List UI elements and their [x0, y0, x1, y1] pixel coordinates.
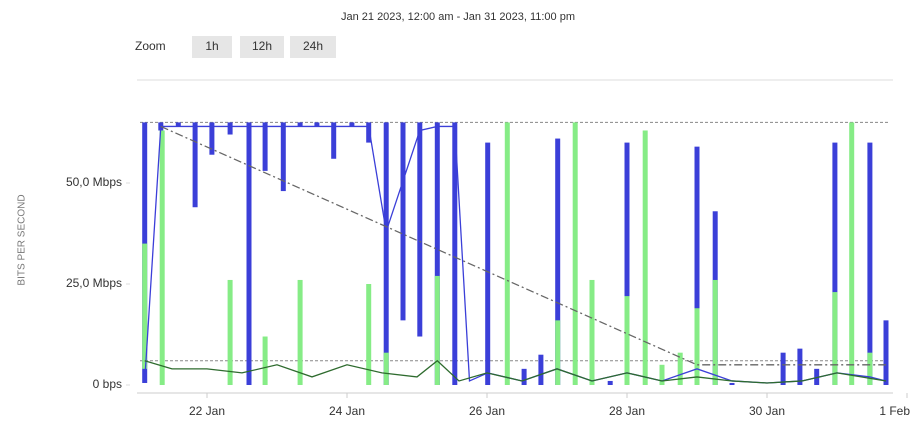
x-tick-label: 30 Jan	[749, 404, 785, 418]
range-bar	[434, 275, 440, 385]
range-bar	[694, 308, 700, 385]
range-bar	[694, 146, 700, 385]
range-bar	[712, 279, 718, 385]
range-bar	[349, 122, 355, 127]
zoom-button-label[interactable]: 24h	[303, 39, 323, 53]
x-tick-label: 1 Feb	[879, 404, 910, 418]
subtitle: Jan 21 2023, 12:00 am - Jan 31 2023, 11:…	[341, 11, 575, 23]
zoom-label: Zoom	[135, 39, 166, 53]
range-bar	[729, 382, 735, 385]
range-bar	[607, 380, 613, 385]
range-bar	[659, 364, 665, 385]
range-bar	[452, 122, 458, 386]
range-bar	[624, 142, 630, 385]
range-bar	[434, 122, 440, 386]
range-bar	[521, 368, 527, 385]
x-tick-label: 26 Jan	[469, 404, 505, 418]
range-bar	[555, 138, 561, 385]
range-bar	[297, 279, 303, 385]
range-bar	[227, 279, 233, 385]
range-bar	[624, 296, 630, 385]
line-series	[144, 125, 887, 384]
range-bar	[227, 122, 233, 135]
range-bar	[314, 122, 320, 127]
range-bar	[642, 130, 648, 385]
range-bar	[883, 320, 889, 385]
y-tick-label: 25,0 Mbps	[66, 276, 122, 290]
range-bar	[589, 279, 595, 385]
range-bar	[832, 142, 838, 385]
range-bar	[246, 122, 252, 386]
x-tick-label: 28 Jan	[609, 404, 645, 418]
range-bar	[555, 320, 561, 385]
range-bar	[797, 348, 803, 385]
range-bar	[209, 122, 215, 155]
range-bar	[572, 122, 578, 386]
range-bar	[677, 352, 683, 385]
line-series	[144, 359, 887, 384]
range-bar	[262, 336, 268, 385]
range-bar	[867, 142, 873, 385]
zoom-button-label[interactable]: 12h	[252, 39, 272, 53]
y-tick-label: 0 bps	[93, 377, 122, 391]
y-axis-label: BITS PER SECOND	[17, 194, 28, 285]
range-bar	[297, 122, 303, 127]
zoom-button-label[interactable]: 1h	[205, 39, 218, 53]
range-bar	[867, 352, 873, 385]
range-bar	[280, 122, 286, 192]
line-series	[160, 125, 886, 366]
range-bar	[383, 352, 389, 385]
range-bar	[383, 122, 389, 386]
range-bar	[504, 122, 510, 386]
zoom-button[interactable]	[240, 36, 284, 58]
range-bar	[417, 122, 423, 337]
zoom-button[interactable]	[290, 36, 336, 58]
range-bar	[849, 122, 855, 386]
range-bar	[366, 284, 372, 385]
x-tick-label: 22 Jan	[189, 404, 225, 418]
zoom-button[interactable]	[192, 36, 232, 58]
range-bar	[780, 352, 786, 385]
y-tick-label: 50,0 Mbps	[66, 175, 122, 189]
range-bar	[192, 122, 198, 208]
range-bar	[159, 130, 165, 385]
range-bar	[832, 292, 838, 385]
range-bar	[142, 243, 148, 369]
range-bar	[175, 122, 181, 127]
range-bar	[538, 354, 544, 385]
range-bar	[400, 122, 406, 321]
x-tick-label: 24 Jan	[329, 404, 365, 418]
range-bar	[331, 122, 337, 159]
range-bar	[485, 142, 491, 385]
range-bar	[366, 122, 372, 143]
range-bar	[262, 122, 268, 171]
